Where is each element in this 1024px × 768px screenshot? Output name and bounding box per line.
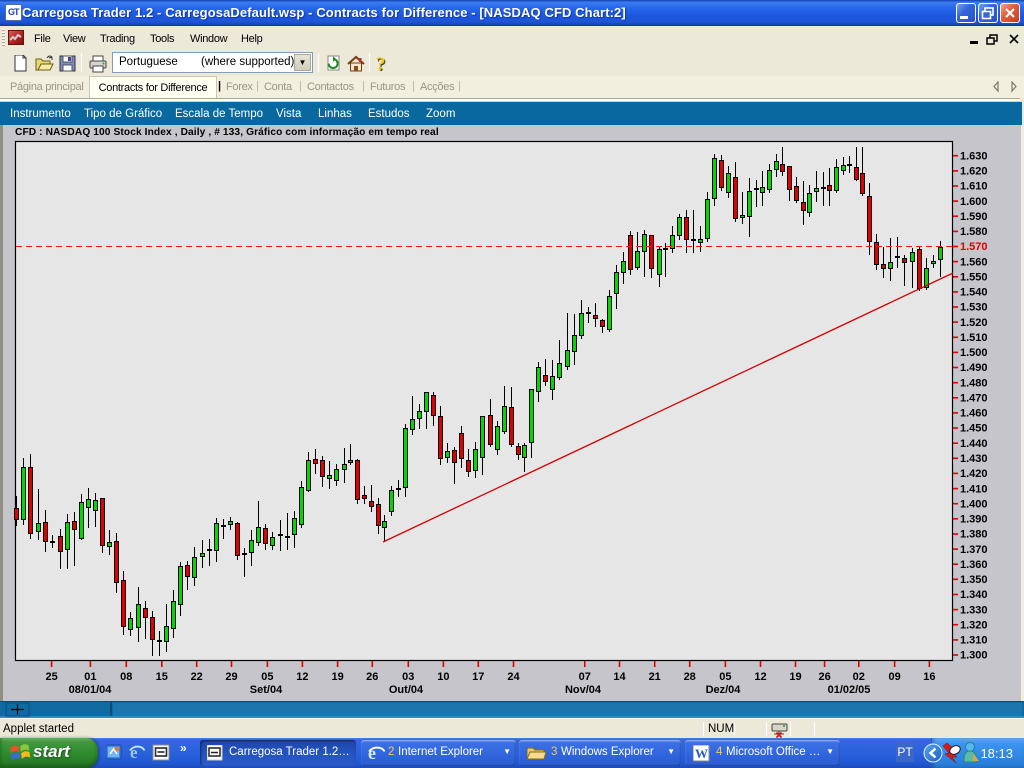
svg-text:1.430: 1.430: [960, 453, 988, 465]
svg-text:1.310: 1.310: [960, 635, 988, 647]
svg-text:1.460: 1.460: [960, 408, 988, 420]
svg-text:Dez/04: Dez/04: [706, 684, 742, 696]
svg-text:1.480: 1.480: [960, 377, 988, 389]
svg-text:1.520: 1.520: [960, 317, 988, 329]
svg-text:1.360: 1.360: [960, 559, 988, 571]
svg-text:1.620: 1.620: [960, 166, 988, 178]
svg-text:26: 26: [818, 671, 830, 683]
svg-text:1.580: 1.580: [960, 226, 988, 238]
svg-text:15: 15: [156, 671, 168, 683]
svg-text:1.570: 1.570: [960, 241, 988, 253]
svg-text:05: 05: [261, 671, 273, 683]
svg-text:1.380: 1.380: [960, 529, 988, 541]
svg-text:?: ?: [376, 55, 386, 73]
svg-text:24: 24: [507, 671, 520, 683]
svg-text:1.340: 1.340: [960, 589, 988, 601]
svg-text:01/02/05: 01/02/05: [828, 684, 871, 696]
svg-text:1.400: 1.400: [960, 498, 988, 510]
svg-text:25: 25: [45, 671, 57, 683]
svg-text:1.490: 1.490: [960, 362, 988, 374]
svg-text:01: 01: [84, 671, 96, 683]
svg-text:02: 02: [853, 671, 865, 683]
svg-text:1.470: 1.470: [960, 393, 988, 405]
svg-text:1.500: 1.500: [960, 347, 988, 359]
svg-text:?: ?: [377, 55, 387, 73]
svg-text:1.550: 1.550: [960, 272, 988, 284]
svg-text:»: »: [180, 743, 187, 755]
svg-text:1.420: 1.420: [960, 468, 988, 480]
svg-text:1.300: 1.300: [960, 650, 988, 662]
svg-text:1.630: 1.630: [960, 150, 988, 162]
svg-text:Nov/04: Nov/04: [565, 684, 602, 696]
svg-text:17: 17: [472, 671, 484, 683]
svg-text:1.390: 1.390: [960, 514, 988, 526]
svg-text:1.330: 1.330: [960, 604, 988, 616]
svg-text:1.540: 1.540: [960, 287, 988, 299]
svg-text:03: 03: [402, 671, 414, 683]
svg-text:CFD : NASDAQ 100 Stock Index ,: CFD : NASDAQ 100 Stock Index , Daily , #…: [15, 127, 439, 138]
svg-text:1.320: 1.320: [960, 619, 988, 631]
svg-text:14: 14: [613, 671, 626, 683]
svg-text:12: 12: [296, 671, 308, 683]
svg-text:05: 05: [719, 671, 731, 683]
svg-text:22: 22: [191, 671, 203, 683]
svg-text:Out/04: Out/04: [389, 684, 424, 696]
svg-text:e: e: [368, 743, 376, 763]
svg-text:19: 19: [331, 671, 343, 683]
svg-text:1.450: 1.450: [960, 423, 988, 435]
svg-text:08/01/04: 08/01/04: [69, 684, 113, 696]
svg-text:28: 28: [684, 671, 696, 683]
svg-text:1.560: 1.560: [960, 256, 988, 268]
svg-text:e: e: [130, 743, 138, 762]
svg-text:29: 29: [225, 671, 237, 683]
svg-text:1.590: 1.590: [960, 211, 988, 223]
svg-text:19: 19: [789, 671, 801, 683]
svg-text:1.510: 1.510: [960, 332, 988, 344]
svg-text:26: 26: [366, 671, 378, 683]
svg-text:09: 09: [888, 671, 900, 683]
svg-text:12: 12: [754, 671, 766, 683]
svg-text:1.610: 1.610: [960, 181, 988, 193]
svg-text:W: W: [695, 746, 708, 761]
svg-text:07: 07: [579, 671, 591, 683]
svg-text:Set/04: Set/04: [250, 684, 283, 696]
svg-text:16: 16: [923, 671, 935, 683]
svg-text:10: 10: [437, 671, 449, 683]
svg-text:08: 08: [120, 671, 132, 683]
svg-text:1.440: 1.440: [960, 438, 988, 450]
svg-text:1.410: 1.410: [960, 483, 988, 495]
svg-text:1.370: 1.370: [960, 544, 988, 556]
svg-text:21: 21: [649, 671, 661, 683]
svg-text:1.600: 1.600: [960, 196, 988, 208]
svg-text:1.350: 1.350: [960, 574, 988, 586]
svg-text:1.530: 1.530: [960, 302, 988, 314]
